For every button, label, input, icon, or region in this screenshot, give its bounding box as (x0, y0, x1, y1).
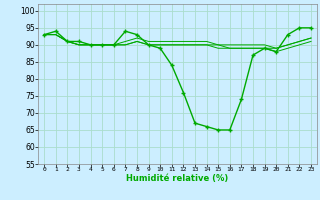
X-axis label: Humidité relative (%): Humidité relative (%) (126, 174, 229, 183)
